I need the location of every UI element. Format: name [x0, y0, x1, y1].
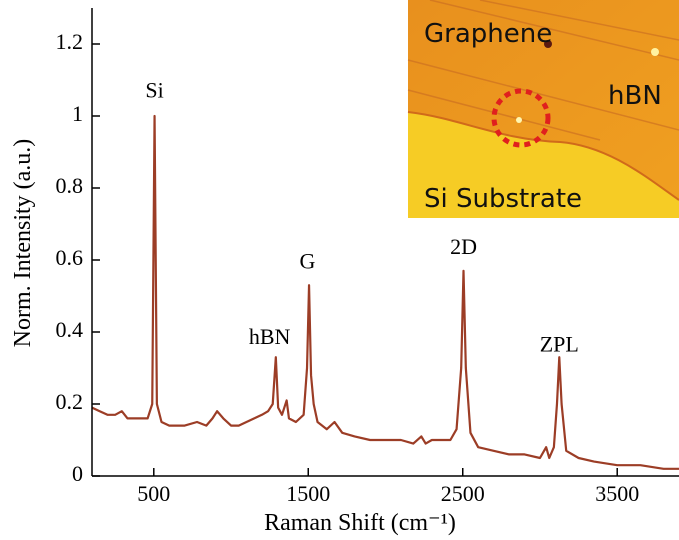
inset-image: Graphene hBN Si Substrate [407, 0, 679, 218]
y-tick-label: 0.6 [56, 245, 84, 270]
peak-label: Si [145, 78, 163, 103]
y-axis-label: Norm. Intensity (a.u.) [10, 139, 36, 348]
inset-label: Graphene [424, 19, 552, 49]
peak-label: 2D [450, 234, 477, 259]
inset-spot [544, 40, 552, 48]
inset-label: Si Substrate [424, 184, 582, 214]
y-tick-label: 0 [72, 461, 83, 486]
y-tick-label: 1 [72, 101, 83, 126]
inset-wrinkle [407, 0, 679, 141]
x-tick-label: 2500 [441, 481, 485, 506]
x-axis-label: Raman Shift (cm⁻¹) [264, 510, 456, 536]
inset-circle [491, 88, 551, 148]
inset-label: hBN [608, 81, 662, 111]
y-tick-label: 0.2 [56, 389, 84, 414]
inset-spot [516, 117, 522, 123]
peak-label: hBN [249, 324, 291, 349]
inset-substrate [408, 112, 679, 218]
peak-label: G [300, 249, 316, 274]
y-tick-label: 0.8 [56, 173, 84, 198]
x-tick-label: 500 [137, 481, 170, 506]
x-tick-label: 3500 [595, 481, 639, 506]
y-tick-label: 0.4 [56, 317, 84, 342]
inset-edge [407, 111, 679, 201]
inset-spot [651, 48, 659, 56]
x-tick-label: 1500 [286, 481, 330, 506]
y-tick-label: 1.2 [56, 29, 84, 54]
spectrum-line [91, 114, 679, 470]
peak-label: ZPL [540, 331, 579, 356]
